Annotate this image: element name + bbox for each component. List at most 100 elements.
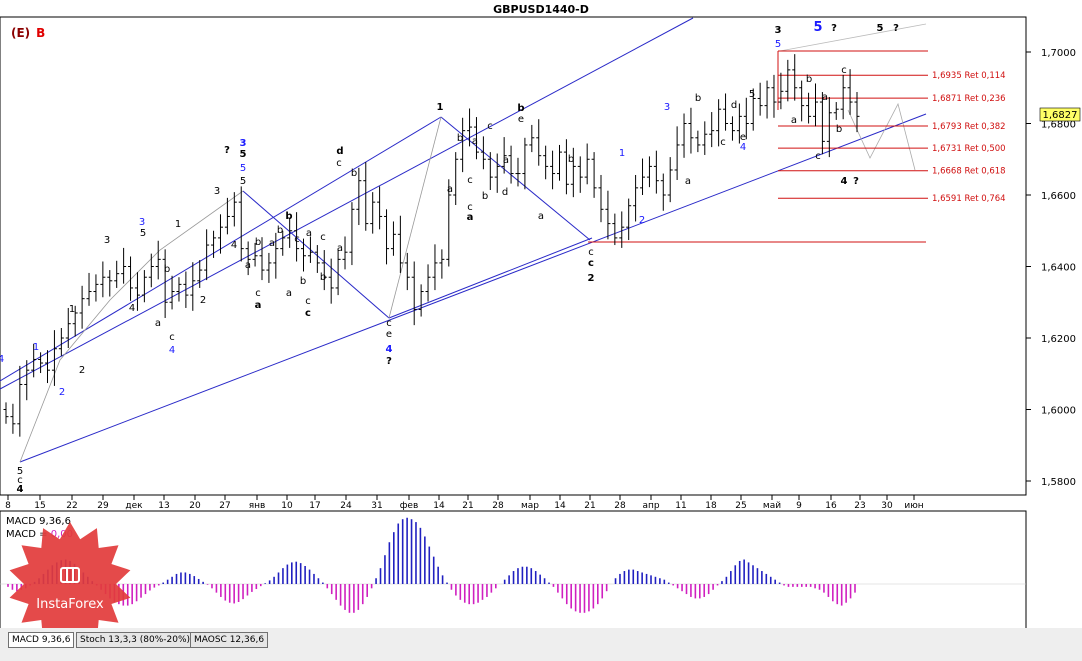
tab-maosc[interactable]: MAOSC 12,36,6 — [190, 632, 269, 648]
ohlc-bar — [819, 92, 825, 155]
ohlc-bar — [31, 343, 37, 378]
ohlc-bar — [522, 137, 528, 190]
wave-label: a — [791, 115, 797, 126]
price-bars — [3, 54, 860, 437]
ohlc-bar — [501, 137, 507, 174]
ohlc-bar — [812, 83, 818, 127]
ohlc-bar — [633, 174, 639, 222]
wave-label: 5 — [17, 466, 23, 477]
time-tick-label: 27 — [219, 501, 230, 511]
ohlc-bar — [190, 262, 196, 311]
wave-label: 3 — [104, 235, 110, 246]
fib-level-label: 1,6591 Ret 0,764 — [932, 194, 1006, 204]
wave-label: c — [720, 137, 726, 148]
wave-label: a — [306, 228, 312, 239]
wave-label: 4 — [841, 176, 848, 187]
forecast-path — [847, 102, 916, 171]
tab-macd[interactable]: MACD 9,36,6 — [8, 632, 75, 648]
fib-level-label: 1,6871 Ret 0,236 — [932, 94, 1006, 104]
time-tick-label: 21 — [462, 501, 473, 511]
logo-emblem-icon — [60, 567, 80, 583]
wave-label: ? — [853, 176, 859, 187]
ohlc-bar — [335, 249, 341, 296]
logo-text: InstaForex — [36, 597, 104, 612]
price-tick-label: 1,6200 — [1041, 334, 1076, 345]
ohlc-bar — [729, 116, 735, 141]
ohlc-bar — [107, 270, 113, 297]
ohlc-bar — [667, 157, 673, 203]
ohlc-bar — [238, 186, 244, 262]
ohlc-bar — [45, 350, 51, 384]
ohlc-bar — [155, 240, 161, 280]
ohlc-bar — [314, 245, 320, 273]
ohlc-bar — [854, 92, 860, 133]
time-tick-label: 29 — [97, 501, 109, 511]
ohlc-bar — [619, 211, 625, 248]
wave-label: c — [588, 258, 594, 269]
ohlc-bar — [764, 80, 770, 119]
ohlc-bar — [577, 156, 583, 193]
wave-label: ? — [831, 23, 837, 34]
ohlc-bar — [245, 241, 251, 276]
wave-label: a — [255, 300, 262, 311]
time-tick-label: 18 — [705, 501, 717, 511]
ohlc-bar — [425, 264, 431, 302]
ohlc-bar — [563, 139, 569, 195]
ohlc-bar — [390, 221, 396, 256]
svg-text:1,6827: 1,6827 — [1043, 110, 1078, 121]
ohlc-bar — [833, 102, 839, 120]
ohlc-bar — [148, 253, 154, 288]
ohlc-bar — [349, 202, 355, 266]
wave-label: 5 — [240, 163, 246, 174]
wave-label: 4 — [129, 303, 135, 314]
time-tick-label: 16 — [825, 501, 837, 511]
wave-label: 4 — [740, 142, 746, 153]
ohlc-bar — [674, 126, 680, 180]
wave-connector-line — [388, 237, 593, 319]
wave-label: 1 — [619, 148, 625, 159]
ohlc-bar — [494, 153, 500, 193]
time-tick-label: 23 — [854, 501, 865, 511]
wave-label: c — [305, 296, 311, 307]
ohlc-bar — [287, 217, 293, 248]
wave-label: 5 — [240, 149, 247, 160]
ohlc-bar — [280, 230, 286, 256]
ohlc-bar — [702, 121, 708, 155]
time-tick-label: 11 — [675, 501, 686, 511]
wave-label: c — [588, 247, 594, 258]
wave-label: 5 — [813, 20, 822, 35]
tab-stoch[interactable]: Stoch 13,3,3 (80%-20%) — [76, 632, 195, 648]
channel-line — [19, 113, 927, 463]
ohlc-bar — [536, 119, 542, 166]
ohlc-bar — [487, 152, 493, 190]
ohlc-bar — [384, 209, 390, 265]
ohlc-bar — [598, 174, 604, 223]
wave-label: 5 — [749, 89, 755, 100]
wave-label: e — [740, 132, 746, 143]
ohlc-bar — [211, 230, 217, 258]
ohlc-bar — [605, 190, 611, 240]
time-tick-label: 31 — [371, 501, 382, 511]
wave-path-gray — [779, 23, 927, 52]
fib-level-label: 1,6793 Ret 0,382 — [932, 122, 1006, 132]
ohlc-bar — [273, 232, 279, 279]
wave-label: c — [815, 151, 821, 162]
wave-label: c — [255, 288, 261, 299]
wave-label: 4 — [17, 484, 24, 495]
time-tick-label: май — [763, 501, 781, 511]
ohlc-bar — [397, 215, 403, 273]
price-tick-label: 1,5800 — [1041, 477, 1076, 488]
wave-label: b — [285, 211, 292, 222]
ohlc-bar — [646, 156, 652, 188]
wave-label: 3 — [214, 186, 220, 197]
wave-label: b — [457, 133, 463, 144]
price-axis: 1,7000 1,6800 1,6600 1,6400 1,6200 1,6000 1,58… — [1026, 48, 1076, 488]
time-tick-label: 14 — [554, 501, 566, 511]
ohlc-bar — [356, 167, 362, 226]
time-tick-label: 8 — [5, 501, 11, 511]
wave-label: 5 — [775, 39, 781, 50]
ohlc-bar — [792, 54, 798, 101]
ohlc-bar — [460, 117, 466, 173]
wave-label: 1 — [69, 304, 75, 315]
